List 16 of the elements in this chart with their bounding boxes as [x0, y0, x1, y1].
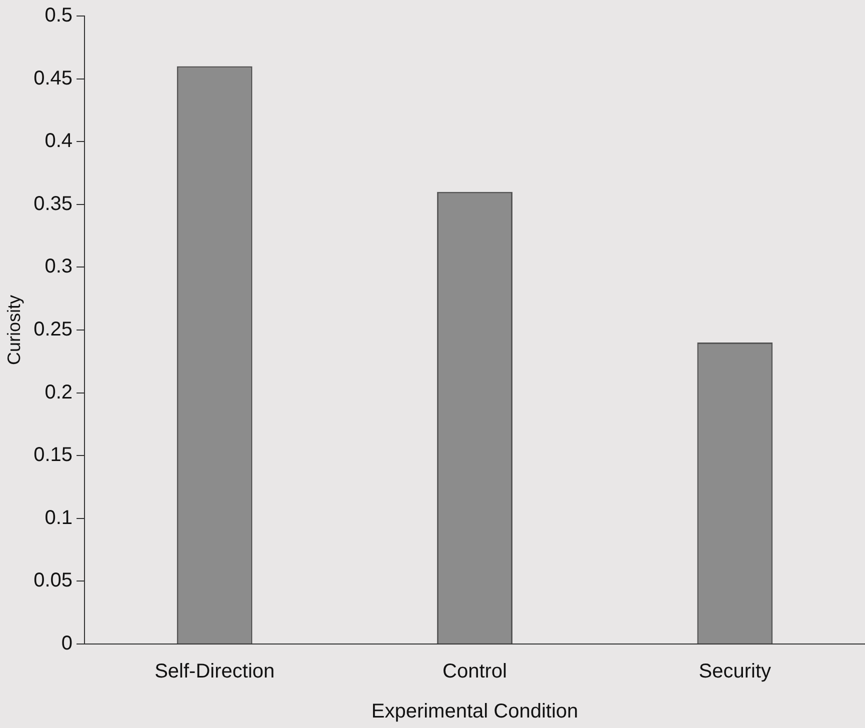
y-tick-label: 0.05: [34, 570, 73, 592]
y-tick-label: 0.2: [44, 381, 73, 404]
x-tick-label: Control: [442, 660, 508, 683]
y-tick-label: 0.4: [44, 130, 73, 152]
y-tick-label: 0.1: [44, 506, 73, 529]
x-tick-label: Security: [698, 660, 772, 683]
y-tick-label: 0: [61, 632, 73, 655]
y-tick-label: 0.25: [34, 318, 73, 341]
y-tick-label: 0.15: [34, 444, 73, 466]
y-tick-label: 0.5: [44, 4, 73, 27]
y-tick-label: 0.3: [44, 256, 73, 278]
y-tick-label: 0.45: [34, 67, 73, 90]
y-tick-label: 0.35: [34, 192, 73, 215]
x-tick-label: Self-Direction: [154, 660, 275, 683]
x-axis-title: Experimental Condition: [371, 700, 578, 723]
y-axis-title: Curiosity: [4, 294, 24, 366]
